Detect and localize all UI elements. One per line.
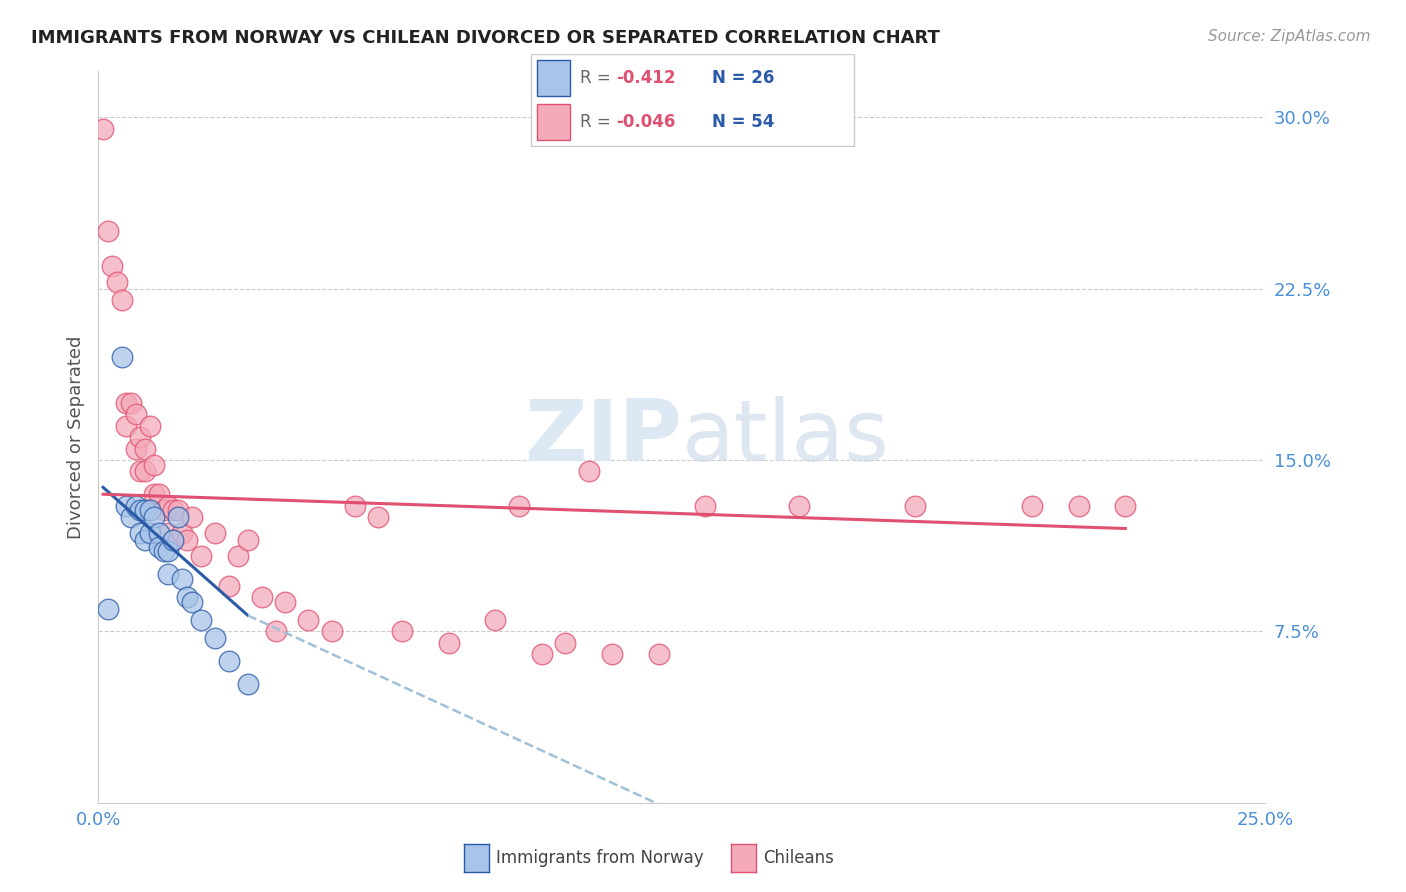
Point [437,636,460,650]
Point [250,590,273,604]
Point [787,499,810,513]
Point [166,510,188,524]
Point [129,430,152,444]
Point [190,613,212,627]
Point [508,499,530,513]
Point [218,654,240,668]
Point [204,632,226,646]
Point [391,624,413,639]
Point [236,533,259,547]
Text: R =: R = [581,69,610,87]
Point [129,526,152,541]
Y-axis label: Divorced or Separated: Divorced or Separated [66,335,84,539]
Point [228,549,250,563]
Point [190,549,212,563]
Point [152,544,174,558]
Point [125,442,148,456]
Point [148,540,170,554]
Point [176,590,198,604]
Point [578,464,600,478]
Point [143,487,166,501]
Point [129,503,152,517]
Text: Chileans: Chileans [763,849,834,867]
Point [530,647,553,661]
Point [91,121,114,136]
Point [344,499,367,513]
Point [139,503,162,517]
Point [115,499,138,513]
Point [172,572,194,586]
Bar [537,60,571,95]
Point [97,601,120,615]
Point [176,533,198,547]
Text: R =: R = [581,113,610,131]
Point [157,567,180,582]
Point [148,526,170,541]
FancyBboxPatch shape [530,54,855,146]
Point [367,510,389,524]
Text: IMMIGRANTS FROM NORWAY VS CHILEAN DIVORCED OR SEPARATED CORRELATION CHART: IMMIGRANTS FROM NORWAY VS CHILEAN DIVORC… [31,29,939,46]
Point [134,533,156,547]
Bar [537,104,571,140]
Point [166,503,188,517]
Point [264,624,287,639]
Point [1114,499,1136,513]
Point [115,396,138,410]
Text: atlas: atlas [682,395,890,479]
Point [97,224,120,238]
Text: ZIP: ZIP [524,395,682,479]
Point [157,544,180,558]
Point [600,647,623,661]
Point [647,647,669,661]
Point [125,499,148,513]
Point [180,595,202,609]
Point [274,595,297,609]
Point [162,533,184,547]
Point [139,526,162,541]
Point [125,407,148,421]
Point [1067,499,1090,513]
Point [297,613,319,627]
Point [1021,499,1043,513]
Text: Immigrants from Norway: Immigrants from Norway [496,849,704,867]
Point [157,499,180,513]
Point [134,503,156,517]
Point [152,503,174,517]
Point [143,458,166,472]
Point [148,487,170,501]
Point [321,624,343,639]
Point [180,510,202,524]
Point [204,526,226,541]
Point [120,396,142,410]
Point [143,510,166,524]
Point [695,499,717,513]
Point [115,418,138,433]
Point [120,510,142,524]
Point [157,526,180,541]
Point [162,533,184,547]
Point [111,350,134,364]
Text: Source: ZipAtlas.com: Source: ZipAtlas.com [1208,29,1371,44]
Point [172,526,194,541]
Text: -0.412: -0.412 [616,69,676,87]
Text: -0.046: -0.046 [616,113,676,131]
Point [134,442,156,456]
Point [236,677,259,691]
Text: N = 26: N = 26 [713,69,775,87]
Point [105,275,128,289]
Point [111,293,134,307]
Point [904,499,927,513]
Point [484,613,506,627]
Point [139,418,162,433]
Text: N = 54: N = 54 [713,113,775,131]
Point [101,259,124,273]
Point [554,636,576,650]
Point [134,464,156,478]
Point [218,579,240,593]
Point [129,464,152,478]
Point [162,503,184,517]
